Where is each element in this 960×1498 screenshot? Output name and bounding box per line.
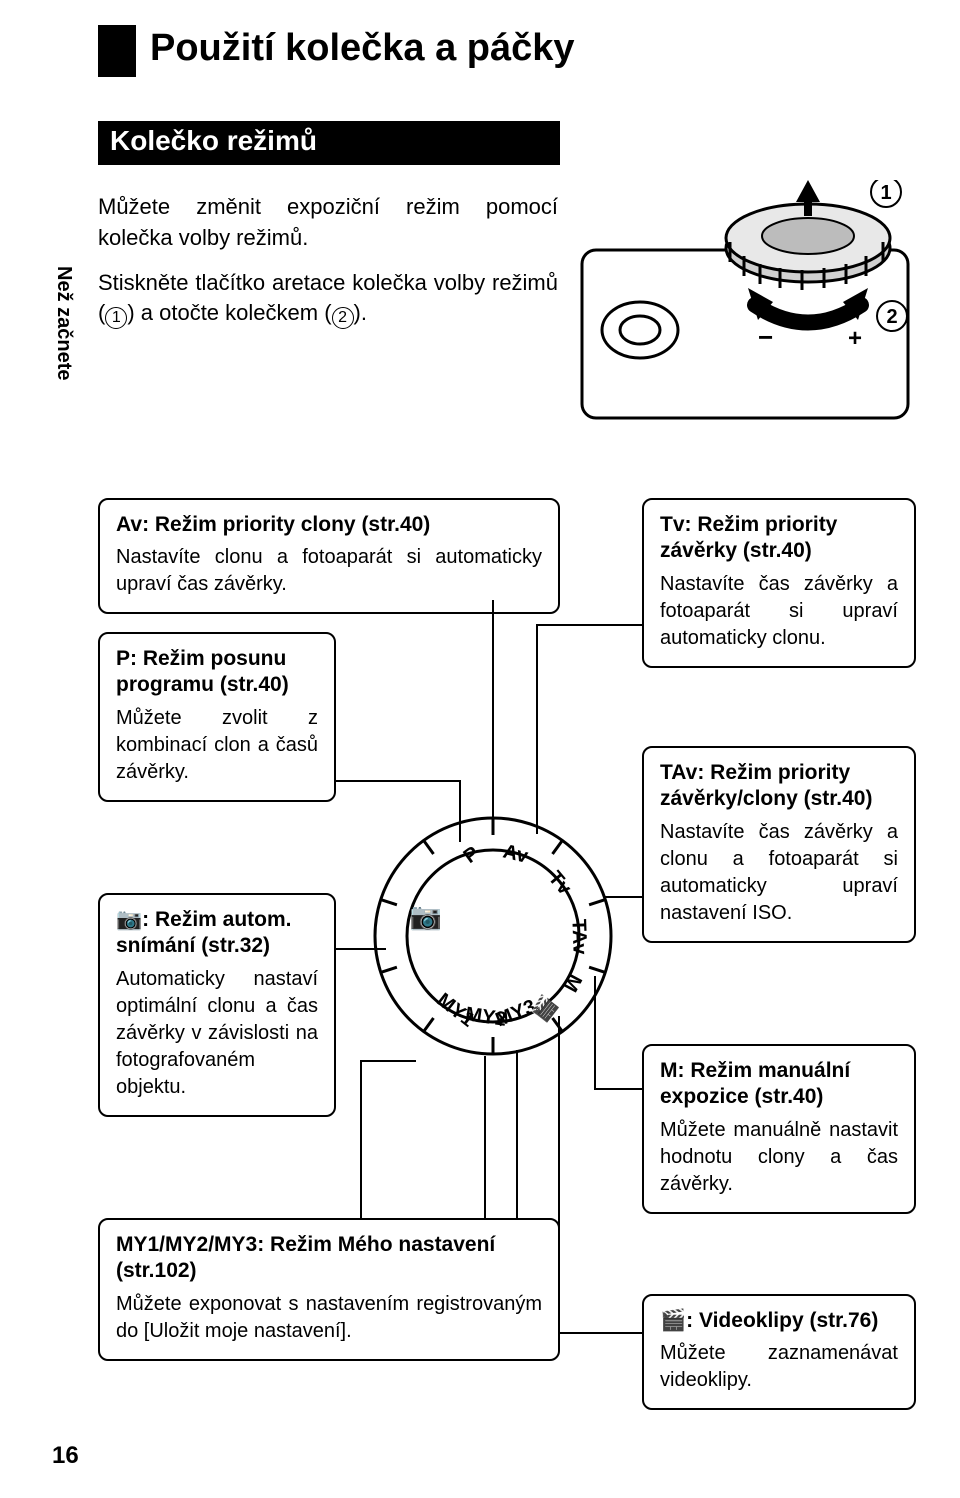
box-p-body: Můžete zvolit z kombinací clon a časů zá… — [116, 705, 318, 786]
ref-2: 2 — [332, 307, 354, 329]
box-tv: Tv: Režim priority závěrky (str.40) Nast… — [642, 498, 916, 668]
box-p: P: Režim posunu programu (str.40) Můžete… — [98, 632, 336, 802]
line-my-v — [360, 1060, 362, 1218]
box-auto-title: 📷: Režim autom. snímání (str.32) — [116, 907, 318, 960]
page-title: Použití kolečka a páčky — [150, 27, 575, 70]
box-vid: 🎬: Videoklipy (str.76) Můžete zaznamenáv… — [642, 1294, 916, 1410]
box-auto-body: Automaticky nastaví optimální clonu a ča… — [116, 966, 318, 1101]
svg-text:−: − — [758, 322, 773, 352]
box-auto: 📷: Režim autom. snímání (str.32) Automat… — [98, 893, 336, 1117]
box-m-title: M: Režim manuální expozice (str.40) — [660, 1058, 898, 1111]
svg-text:2: 2 — [886, 306, 897, 328]
line-vid-v — [558, 1016, 560, 1332]
svg-text:TAv: TAv — [567, 919, 590, 956]
line-auto — [336, 948, 386, 950]
ref-1: 1 — [105, 307, 127, 329]
box-my-body: Můžete exponovat s nastavením registrova… — [116, 1291, 542, 1345]
box-tav-title: TAv: Režim priority závěrky/clony (str.4… — [660, 760, 898, 813]
box-m: M: Režim manuální expozice (str.40) Může… — [642, 1044, 916, 1214]
box-tv-title: Tv: Režim priority závěrky (str.40) — [660, 512, 898, 565]
mode-dial: P Av Tv TAv M MY1 MY2 MY3 📷 🎬 — [372, 815, 614, 1057]
page-number: 16 — [52, 1442, 79, 1470]
line-m-h — [594, 1088, 642, 1090]
box-tv-body: Nastavíte čas závěrky a fotoaparát si up… — [660, 571, 898, 652]
intro-p2: Stiskněte tlačítko aretace kolečka volby… — [98, 268, 558, 330]
svg-text:+: + — [848, 325, 862, 352]
line-m-v — [594, 976, 596, 1088]
section-heading: Kolečko režimů — [98, 121, 560, 165]
side-tab: Než začnete — [52, 266, 75, 381]
line-my2-v2 — [484, 1196, 486, 1218]
camera-illustration: 1 2 − + — [580, 180, 910, 420]
line-p-h — [336, 780, 461, 782]
line-tav — [604, 896, 642, 898]
line-av — [492, 600, 494, 822]
line-my-h — [360, 1060, 416, 1062]
intro-text: Můžete změnit expoziční režim pomocí kol… — [98, 192, 558, 329]
box-p-title: P: Režim posunu programu (str.40) — [116, 646, 318, 699]
box-av: Av: Režim priority clony (str.40) Nastav… — [98, 498, 560, 614]
box-vid-title: 🎬: Videoklipy (str.76) — [660, 1308, 898, 1334]
line-my2-v — [484, 1056, 486, 1196]
box-tav: TAv: Režim priority závěrky/clony (str.4… — [642, 746, 916, 943]
line-vid-h — [558, 1332, 642, 1334]
line-tv-v — [536, 624, 538, 834]
box-tav-body: Nastavíte čas závěrky a clonu a fotoapar… — [660, 819, 898, 927]
title-marker — [98, 25, 136, 77]
svg-text:📷: 📷 — [410, 901, 442, 931]
manual-page: Než začnete Použití kolečka a páčky Kole… — [0, 0, 960, 1498]
box-m-body: Můžete manuálně nastavit hodnotu clony a… — [660, 1117, 898, 1198]
intro-p1: Můžete změnit expoziční režim pomocí kol… — [98, 192, 558, 254]
box-my: MY1/MY2/MY3: Režim Mého nastavení (str.1… — [98, 1218, 560, 1361]
line-tv-h — [536, 624, 642, 626]
line-p-v — [459, 780, 461, 842]
box-av-title: Av: Režim priority clony (str.40) — [116, 512, 542, 538]
box-my-title: MY1/MY2/MY3: Režim Mého nastavení (str.1… — [116, 1232, 542, 1285]
svg-text:1: 1 — [880, 182, 891, 204]
box-av-body: Nastavíte clonu a fotoaparát si automati… — [116, 544, 542, 598]
box-vid-body: Můžete zaznamenávat videoklipy. — [660, 1340, 898, 1394]
line-my3-v — [516, 1050, 518, 1218]
